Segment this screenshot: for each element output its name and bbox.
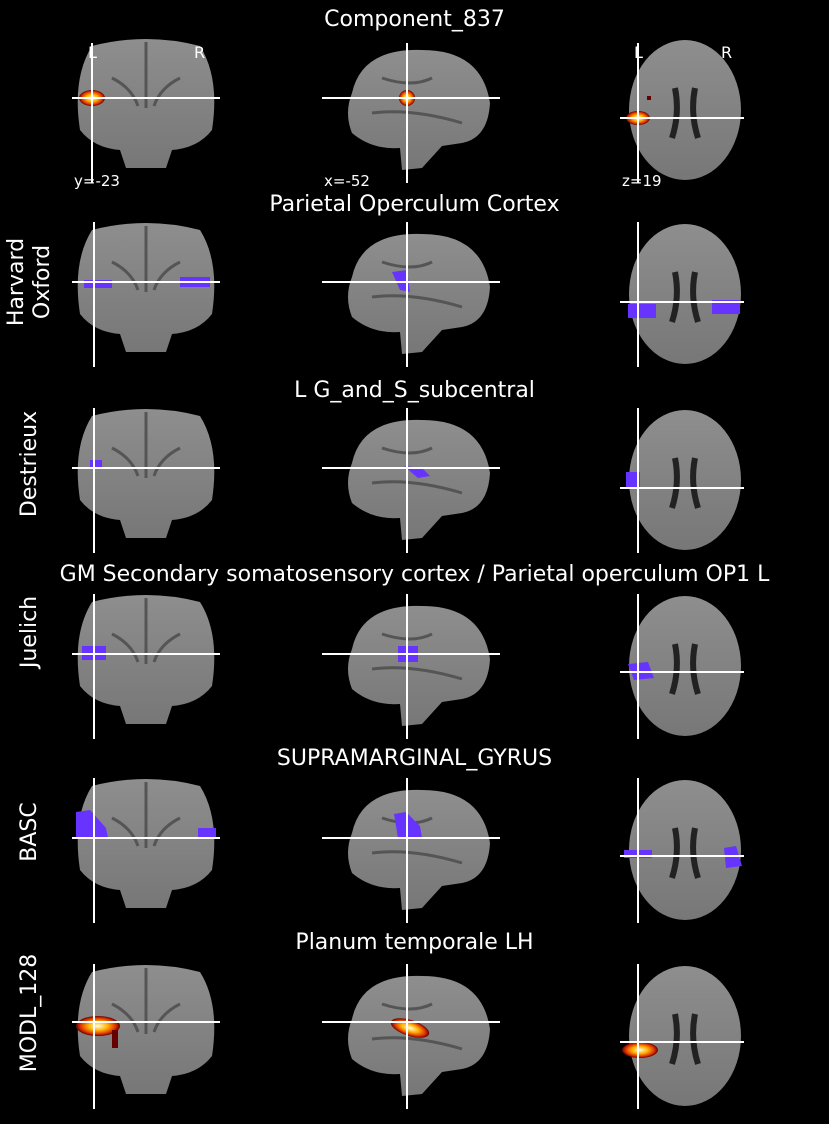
- left-label: L: [634, 43, 643, 62]
- row-destrieux: L G_and_S_subcentral Destrieux: [0, 372, 829, 554]
- row-title: Planum temporale LH: [295, 930, 534, 955]
- atlas-name: Destrieux: [17, 410, 42, 518]
- right-label: R: [721, 43, 733, 62]
- row-modl-128: Planum temporale LH MODL_128: [0, 928, 829, 1124]
- left-label: L: [88, 43, 97, 62]
- atlas-name: Harvard Oxford: [4, 237, 55, 327]
- atlas-name: BASC: [17, 802, 42, 862]
- row-juelich: GM Secondary somatosensory cortex / Pari…: [0, 554, 829, 740]
- row-basc: SUPRAMARGINAL_GYRUS BASC: [0, 740, 829, 928]
- axial-view: [620, 408, 744, 553]
- coronal-view: [72, 964, 220, 1109]
- axial-view: L R: [620, 38, 744, 183]
- row-title: L G_and_S_subcentral: [294, 378, 535, 403]
- axial-coordinate: z=19: [622, 172, 662, 190]
- atlas-name: Juelich: [17, 595, 42, 669]
- row-title: Component_837: [324, 7, 505, 32]
- axial-view: [620, 594, 744, 739]
- row-title: GM Secondary somatosensory cortex / Pari…: [59, 562, 770, 587]
- coronal-view: [72, 408, 220, 553]
- axial-view: [620, 964, 744, 1109]
- row-component: Component_837 L R y=-23 x=-52: [0, 0, 829, 190]
- row-title: Parietal Operculum Cortex: [269, 192, 560, 217]
- row-title: SUPRAMARGINAL_GYRUS: [276, 746, 553, 771]
- coronal-view: [72, 594, 220, 739]
- sagittal-coordinate: x=-52: [324, 172, 370, 190]
- sagittal-view: [322, 964, 500, 1109]
- atlas-label: Harvard Oxford: [4, 238, 56, 326]
- atlas-name: MODL_128: [17, 953, 42, 1073]
- sagittal-view: [322, 778, 500, 923]
- coronal-view: [72, 778, 220, 923]
- sagittal-view: [322, 594, 500, 739]
- axial-view: [620, 222, 744, 367]
- coronal-view: [72, 222, 220, 367]
- axial-view: [620, 778, 744, 923]
- row-harvard-oxford: Parietal Operculum Cortex Harvard Oxford: [0, 190, 829, 372]
- coronal-view: L R: [72, 38, 220, 183]
- right-label: R: [194, 43, 206, 62]
- coronal-coordinate: y=-23: [74, 172, 120, 190]
- sagittal-view: [322, 408, 500, 553]
- sagittal-view: [322, 38, 500, 183]
- sagittal-view: [322, 222, 500, 367]
